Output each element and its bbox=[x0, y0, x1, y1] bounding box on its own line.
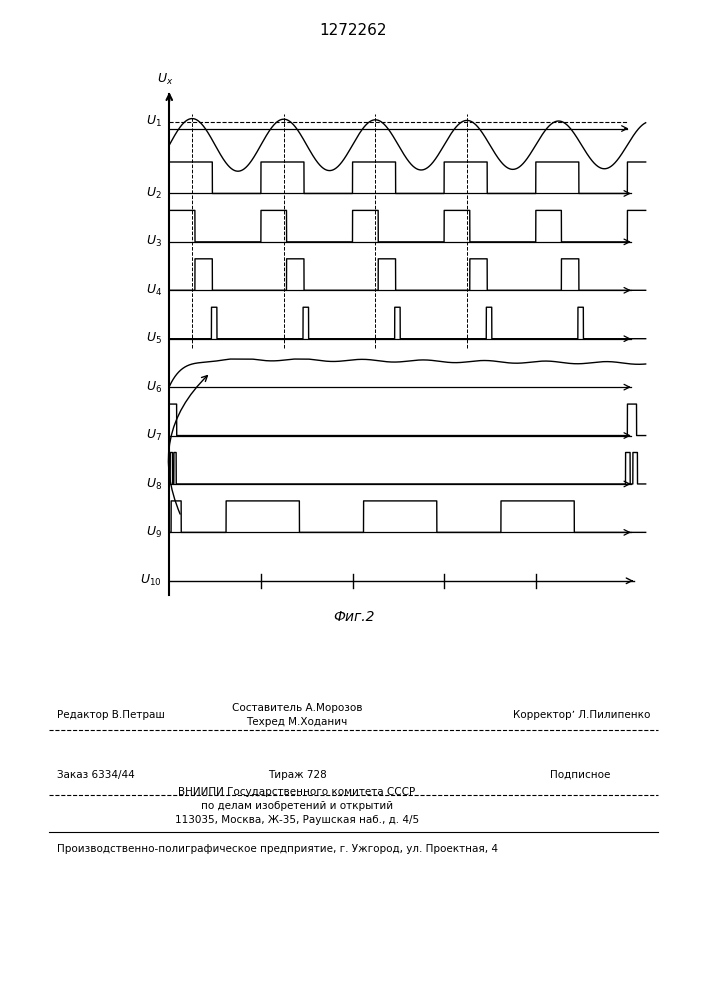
Text: Тираж 728: Тираж 728 bbox=[267, 770, 327, 780]
Text: $U_9$: $U_9$ bbox=[146, 525, 162, 540]
Text: 1272262: 1272262 bbox=[320, 23, 387, 38]
Text: 113035, Москва, Ж-35, Раушская наб., д. 4/5: 113035, Москва, Ж-35, Раушская наб., д. … bbox=[175, 815, 419, 825]
Text: Редактор В.Петраш: Редактор В.Петраш bbox=[57, 710, 165, 720]
Text: Фиг.2: Фиг.2 bbox=[333, 610, 374, 624]
Text: Подписное: Подписное bbox=[549, 770, 610, 780]
Text: $U_4$: $U_4$ bbox=[146, 283, 162, 298]
Text: $U_8$: $U_8$ bbox=[146, 476, 162, 492]
Text: Корректорʼ Л.Пилипенко: Корректорʼ Л.Пилипенко bbox=[513, 710, 650, 720]
Text: по делам изобретений и открытий: по делам изобретений и открытий bbox=[201, 801, 393, 811]
Text: $U_3$: $U_3$ bbox=[146, 234, 162, 249]
Text: Техред М.Ходанич: Техред М.Ходанич bbox=[246, 717, 348, 727]
Text: Составитель А.Морозов: Составитель А.Морозов bbox=[232, 703, 362, 713]
Text: Производственно-полиграфическое предприятие, г. Ужгород, ул. Проектная, 4: Производственно-полиграфическое предприя… bbox=[57, 844, 498, 854]
Text: $U_6$: $U_6$ bbox=[146, 380, 162, 395]
Text: $U_x$: $U_x$ bbox=[156, 72, 173, 87]
Text: $U_5$: $U_5$ bbox=[146, 331, 162, 346]
Text: $U_1$: $U_1$ bbox=[146, 114, 162, 129]
Text: $U_7$: $U_7$ bbox=[146, 428, 162, 443]
Text: $U_2$: $U_2$ bbox=[146, 186, 162, 201]
Text: $U_{10}$: $U_{10}$ bbox=[140, 573, 162, 588]
Text: Заказ 6334/44: Заказ 6334/44 bbox=[57, 770, 134, 780]
Text: ВНИИПИ Государственного комитета СССР: ВНИИПИ Государственного комитета СССР bbox=[178, 787, 416, 797]
